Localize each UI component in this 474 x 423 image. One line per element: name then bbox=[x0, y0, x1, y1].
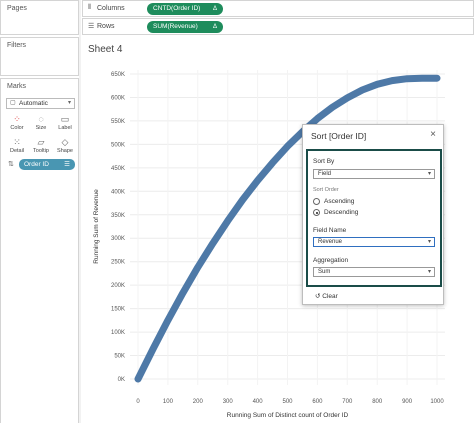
mark-type-dropdown[interactable]: ▢ Automatic ▾ bbox=[6, 98, 75, 109]
table-calc-icon: Δ bbox=[212, 24, 217, 30]
label-button[interactable]: ▭ Label bbox=[54, 113, 76, 133]
x-tick-label: 400 bbox=[253, 399, 264, 405]
clear-icon: ↺ bbox=[315, 293, 321, 300]
x-tick-label: 300 bbox=[223, 399, 234, 405]
y-tick-label: 450K bbox=[111, 166, 125, 172]
rows-pill-label: SUM(Revenue) bbox=[153, 23, 198, 30]
sort-order-label: Sort Order bbox=[313, 187, 339, 193]
ascending-radio[interactable] bbox=[313, 198, 320, 205]
y-tick-label: 100K bbox=[111, 330, 125, 336]
y-tick-label: 600K bbox=[111, 95, 125, 101]
table-calc-icon: Δ bbox=[212, 6, 217, 12]
y-axis-label: Running Sum of Revenue bbox=[93, 189, 100, 264]
tooltip-label: Tooltip bbox=[33, 148, 49, 154]
chevron-down-icon: ▾ bbox=[427, 269, 431, 275]
descending-label[interactable]: Descending bbox=[324, 209, 359, 216]
x-tick-label: 900 bbox=[402, 399, 413, 405]
tooltip-button[interactable]: ▱ Tooltip bbox=[30, 136, 52, 156]
y-tick-label: 200K bbox=[111, 283, 125, 289]
chevron-down-icon: ▾ bbox=[427, 171, 431, 177]
sort-field-icon: ⇅ bbox=[8, 161, 14, 168]
y-tick-label: 550K bbox=[111, 119, 125, 125]
y-tick-label: 250K bbox=[111, 260, 125, 266]
size-icon: ◌ bbox=[38, 114, 44, 124]
sort-by-dropdown[interactable]: Field ▾ bbox=[313, 169, 435, 179]
sort-icon: ☰ bbox=[64, 161, 70, 168]
y-tick-label: 400K bbox=[111, 189, 125, 195]
close-icon[interactable]: × bbox=[430, 129, 436, 140]
sort-dialog-title: Sort [Order ID] bbox=[311, 131, 367, 141]
chevron-down-icon: ▾ bbox=[427, 239, 431, 245]
label-icon: ▭ bbox=[60, 114, 70, 124]
field-name-value: Revenue bbox=[318, 239, 343, 245]
order-id-pill[interactable]: Order ID ☰ bbox=[19, 159, 75, 170]
y-tick-label: 500K bbox=[111, 142, 125, 148]
label-label: Label bbox=[58, 125, 72, 131]
color-label: Color bbox=[10, 125, 24, 131]
shape-label: Shape bbox=[57, 148, 73, 154]
columns-pill-label: CNTD(Order ID) bbox=[153, 5, 201, 12]
field-name-label: Field Name bbox=[313, 227, 347, 234]
y-tick-label: 300K bbox=[111, 236, 125, 242]
color-icon: ⁘ bbox=[13, 114, 21, 124]
columns-shelf[interactable]: ⦀ Columns CNTD(Order ID) Δ bbox=[82, 0, 474, 17]
field-name-dropdown[interactable]: Revenue ▾ bbox=[313, 237, 435, 247]
y-tick-label: 650K bbox=[111, 72, 125, 78]
series-line[interactable] bbox=[134, 74, 441, 383]
order-id-pill-label: Order ID bbox=[24, 161, 49, 168]
columns-pill[interactable]: CNTD(Order ID) Δ bbox=[147, 3, 223, 15]
detail-label: Detail bbox=[9, 148, 25, 154]
x-tick-label: 100 bbox=[163, 399, 174, 405]
clear-button[interactable]: ↺ Clear bbox=[315, 292, 338, 300]
sort-by-label: Sort By bbox=[313, 158, 335, 165]
size-label: Size bbox=[35, 125, 47, 131]
filters-title: Filters bbox=[7, 42, 27, 49]
sort-options-box: Sort By Field ▾ Sort Order Ascending Des… bbox=[306, 149, 442, 287]
clear-label: Clear bbox=[322, 293, 338, 300]
y-tick-label: 0K bbox=[118, 377, 125, 383]
size-button[interactable]: ◌ Size bbox=[30, 113, 52, 133]
rows-shelf[interactable]: ☰ Rows SUM(Revenue) Δ bbox=[82, 18, 474, 35]
rows-label: Rows bbox=[97, 23, 115, 30]
x-tick-label: 700 bbox=[342, 399, 353, 405]
rows-pill[interactable]: SUM(Revenue) Δ bbox=[147, 21, 223, 33]
detail-icon: ⁙ bbox=[13, 137, 21, 147]
columns-icon: ⦀ bbox=[88, 4, 92, 11]
x-tick-label: 0 bbox=[136, 399, 140, 405]
x-tick-label: 600 bbox=[312, 399, 323, 405]
descending-radio[interactable] bbox=[313, 209, 320, 216]
sheet-title: Sheet 4 bbox=[88, 44, 123, 55]
aggregation-value: Sum bbox=[318, 269, 331, 275]
shape-icon: ◇ bbox=[61, 137, 69, 147]
sort-dialog: Sort [Order ID] × Sort By Field ▾ Sort O… bbox=[302, 124, 444, 305]
x-tick-label: 1000 bbox=[430, 399, 444, 405]
columns-label: Columns bbox=[97, 5, 125, 12]
mark-type-icon: ▢ bbox=[10, 100, 16, 106]
y-tick-label: 150K bbox=[111, 307, 125, 313]
shape-button[interactable]: ◇ Shape bbox=[54, 136, 76, 156]
x-tick-label: 200 bbox=[193, 399, 204, 405]
marks-card: Marks ▢ Automatic ▾ ⁘ Color ◌ Size ▭ Lab… bbox=[0, 78, 79, 423]
filters-card[interactable]: Filters bbox=[0, 37, 79, 76]
chevron-down-icon: ▾ bbox=[67, 100, 71, 106]
pages-card[interactable]: Pages bbox=[0, 0, 79, 35]
tooltip-icon: ▱ bbox=[37, 137, 45, 147]
aggregation-label: Aggregation bbox=[313, 257, 349, 264]
color-button[interactable]: ⁘ Color bbox=[6, 113, 28, 133]
x-axis-label: Running Sum of Distinct count of Order I… bbox=[227, 412, 349, 419]
pages-title: Pages bbox=[7, 5, 27, 12]
sort-by-value: Field bbox=[318, 171, 332, 177]
mark-type-value: Automatic bbox=[19, 100, 48, 107]
x-tick-label: 500 bbox=[282, 399, 293, 405]
y-tick-label: 350K bbox=[111, 213, 125, 219]
x-tick-label: 800 bbox=[372, 399, 383, 405]
y-tick-label: 50K bbox=[114, 354, 125, 360]
marks-title: Marks bbox=[7, 83, 27, 90]
detail-button[interactable]: ⁙ Detail bbox=[6, 136, 28, 156]
ascending-label[interactable]: Ascending bbox=[324, 198, 355, 205]
rows-icon: ☰ bbox=[88, 23, 95, 30]
aggregation-dropdown[interactable]: Sum ▾ bbox=[313, 267, 435, 277]
